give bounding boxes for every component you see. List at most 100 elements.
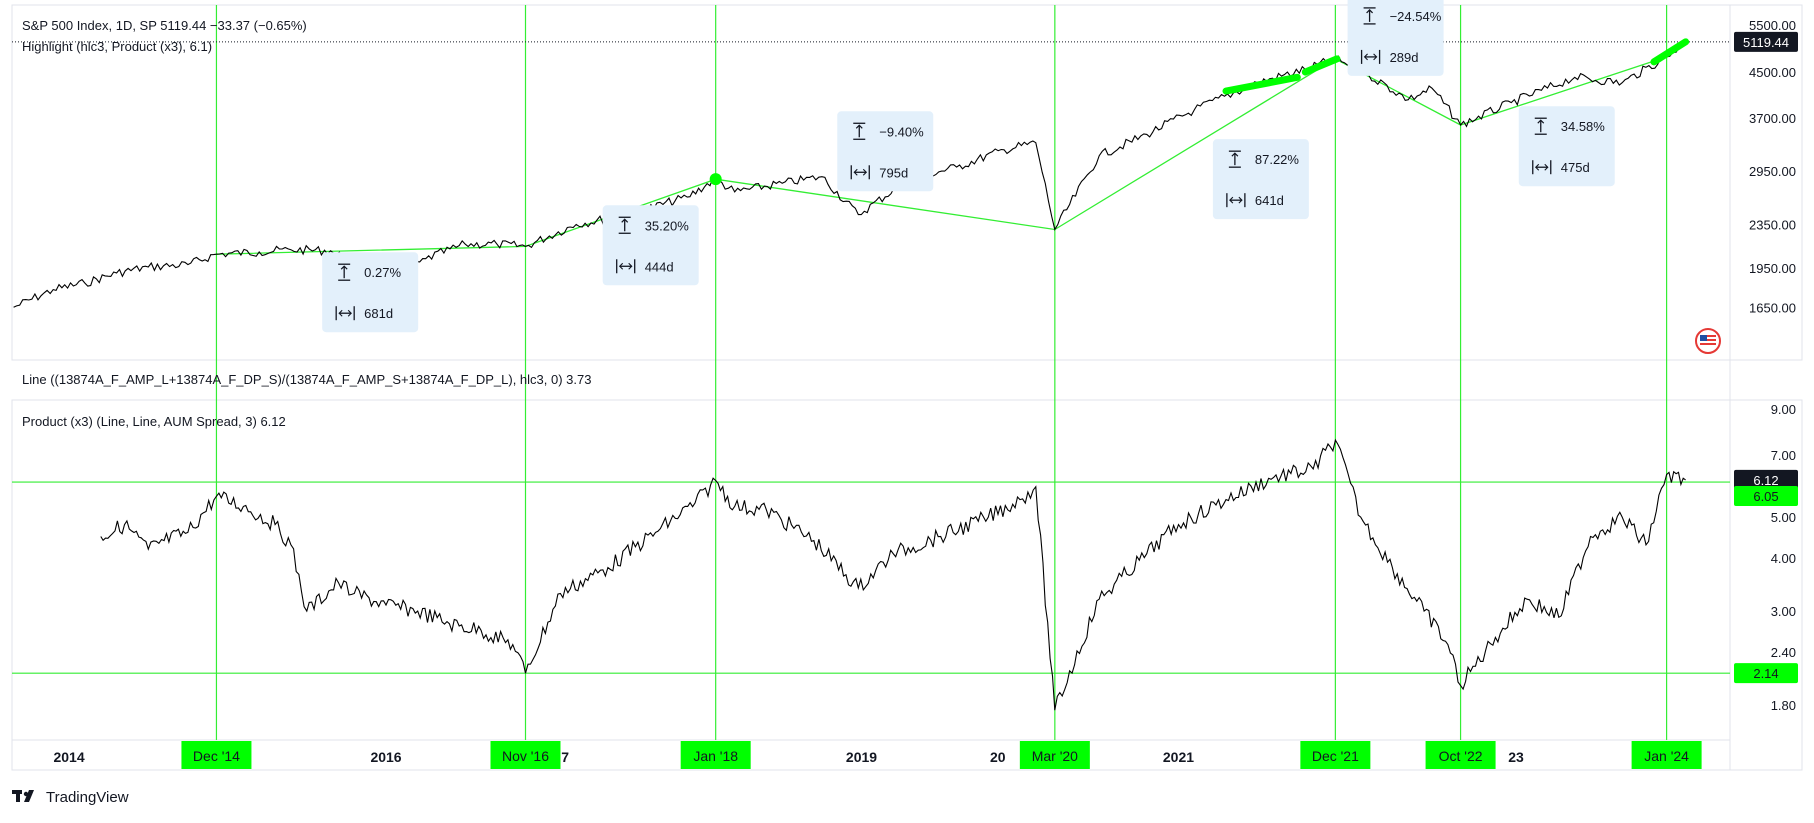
product-last-badge [1734,469,1798,490]
price-tick-label: 3700.00 [1749,111,1796,126]
product-tick-label: 7.00 [1771,448,1796,463]
icon-part [853,168,868,176]
highlight-date-label: Jan '18 [693,748,738,764]
icon-part [621,218,629,223]
product-series-line [100,438,1686,711]
year-tick-label: 2014 [53,749,84,765]
measure-box[interactable]: 0.27% 681d [322,252,419,333]
measure-box[interactable]: 35.20% 444d [602,205,699,286]
price-legend-title: S&P 500 Index, 1D, SP 5119.44 −33.37 (−0… [22,18,307,33]
year-tick-label: 7 [561,749,569,765]
year-tick-label: 23 [1508,749,1524,765]
highlight-point [709,173,722,186]
highlight-date-badge [490,741,561,769]
product-tick-label: 1.80 [1771,698,1796,713]
last-price-label: 5119.44 [1743,35,1789,50]
measure-box[interactable]: −9.40% 795d [837,111,934,192]
measure-box-bg [602,205,699,286]
measure-box-percent: 87.22% [1255,152,1300,167]
measure-box-percent: 34.58% [1561,119,1606,134]
icon-part [1366,9,1374,14]
product-legend: Product (x3) (Line, Line, AUM Spread, 3)… [22,414,286,429]
measure-box-days: 681d [364,306,393,321]
measure-box-bg [322,252,419,333]
vertical-range-icon [1363,7,1376,25]
horizontal-range-icon [335,306,355,321]
lower-threshold-badge [1734,663,1798,684]
measure-box-percent: −9.40% [879,124,924,139]
icon-part [1229,196,1243,204]
brand-name: TradingView [46,788,129,806]
tradingview-logo-icon [12,790,40,804]
product-tick-label: 9.00 [1771,402,1796,417]
tradingview-brand[interactable]: TradingView [12,786,129,808]
lower-threshold-label: 2.14 [1753,666,1778,681]
measure-box[interactable]: 87.22% 641d [1212,139,1309,220]
measure-box-bg [837,111,934,192]
horizontal-range-icon [616,259,636,274]
icon-part [1231,152,1239,157]
line-legend: Line ((13874A_F_AMP_L+13874A_F_DP_S)/(13… [22,372,591,387]
highlight-date-label: Dec '21 [1312,748,1359,764]
highlight-date-label: Jan '24 [1644,748,1689,764]
product-tick-label: 4.00 [1771,551,1796,566]
upper-threshold-label: 6.05 [1753,489,1778,504]
measure-box-percent: 0.27% [364,265,401,280]
measure-box-bg [1518,106,1615,187]
icon-part [340,265,348,270]
highlight-segment [1301,55,1341,76]
upper-threshold-badge [1734,486,1798,507]
measure-box-days: 444d [645,259,674,274]
icon-part [618,262,633,270]
indicator-pane-frame [11,399,1803,771]
product-last-label: 6.12 [1753,473,1778,488]
product-tick-label: 3.00 [1771,604,1796,619]
measure-box-percent: 35.20% [645,218,690,233]
axes: 1650.00 1950.00 2350.00 2950.00 3700.00 4500.… [53,18,1798,769]
vertical-range-icon [1228,150,1241,168]
highlight-date-badge [1425,741,1496,769]
price-tick-label: 4500.00 [1749,65,1796,80]
measure-box[interactable]: 34.58% 475d [1518,106,1615,187]
highlight-date-badge [181,741,252,769]
horizontal-range-icon [1360,49,1381,64]
year-tick-label: 2019 [846,749,877,765]
price-series-line [13,41,1686,308]
highlight-date-label: Oct '22 [1439,748,1483,764]
measure-box[interactable]: −24.54% 289d [1347,0,1444,76]
year-tick-label: 2021 [1163,749,1194,765]
vertical-range-icon [1534,117,1547,135]
measure-box-bg [1212,139,1309,220]
highlight-vertical-lines [215,5,1668,740]
highlight-date-label: Dec '14 [193,748,240,764]
highlight-date-label: Mar '20 [1032,748,1078,764]
horizontal-range-icon [850,165,870,180]
measure-box-days: 475d [1561,160,1590,175]
icon-part [338,309,352,317]
threshold-lines [12,481,1730,674]
horizontal-range-icon [1532,160,1552,175]
highlight-date-badge [1631,741,1702,769]
measure-box-days: 795d [879,165,908,180]
us-flag-icon[interactable] [1695,328,1721,354]
price-tick-label: 1650.00 [1749,300,1796,315]
vertical-range-icon [618,216,631,234]
measure-box-days: 641d [1255,193,1284,208]
highlight-date-badge [1019,741,1090,769]
indicator-pane [100,438,1686,711]
vertical-range-icon [853,122,866,140]
highlight-date-label: Nov '16 [502,748,549,764]
price-tick-label: 1950.00 [1749,261,1796,276]
icon-part [1363,53,1378,61]
vertical-range-icon [338,263,351,281]
icon-part [1537,119,1545,124]
highlight-segment [1222,73,1301,95]
icon-part [1534,163,1549,171]
year-tick-label: 2016 [370,749,401,765]
zigzag-line [216,56,1667,255]
icon-part [855,124,863,129]
product-tick-label: 2.40 [1771,645,1796,660]
measure-box-percent: −24.54% [1390,9,1442,24]
